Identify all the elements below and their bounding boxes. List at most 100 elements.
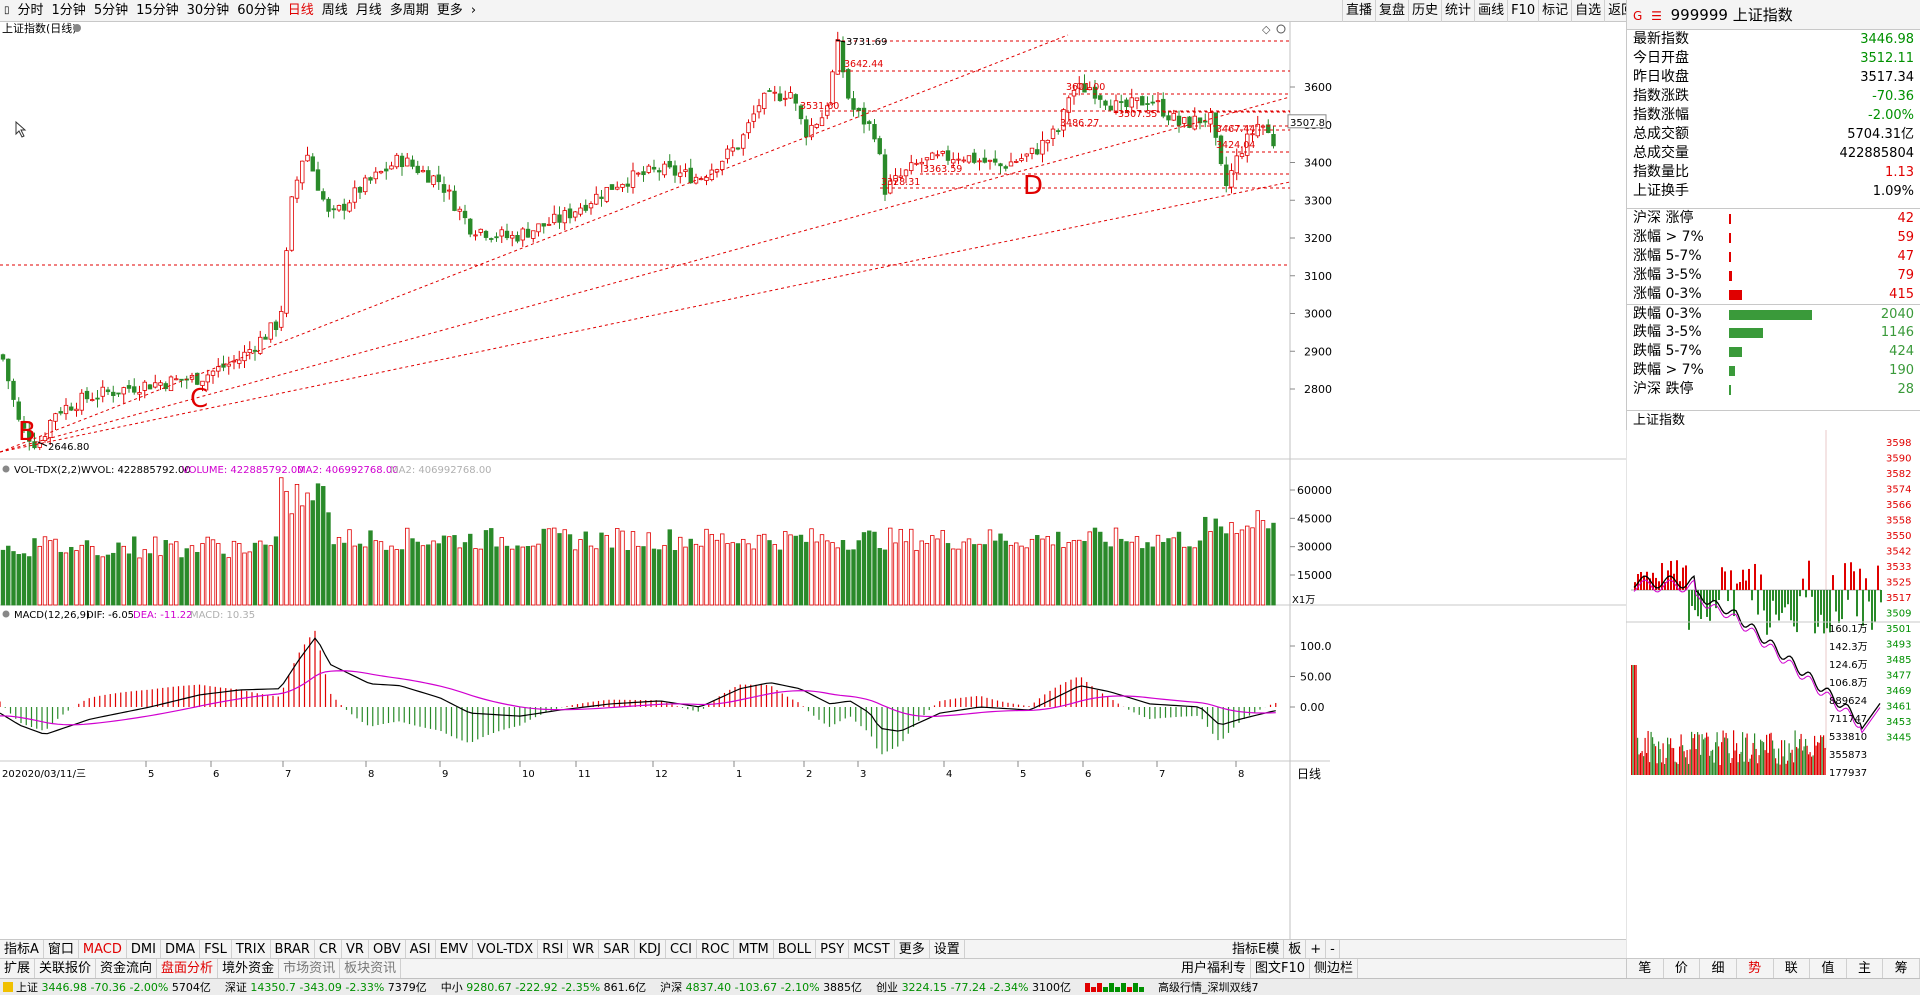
- right-panel-tab[interactable]: 主: [1847, 959, 1884, 978]
- function-tab[interactable]: 板块资讯: [340, 958, 402, 979]
- indicator-tab[interactable]: MCST: [849, 939, 895, 959]
- panel-menu-icon[interactable]: [2, 610, 10, 618]
- mini-volume-bar: [1821, 736, 1823, 775]
- indicator-tab[interactable]: 指标A: [0, 939, 44, 959]
- toolbar-button[interactable]: 统计: [1441, 0, 1474, 22]
- period-tab[interactable]: 60分钟: [237, 2, 280, 18]
- indicator-tab[interactable]: RSI: [538, 939, 569, 959]
- function-tab[interactable]: 盘面分析: [157, 958, 219, 979]
- period-tab[interactable]: 多周期: [389, 2, 429, 18]
- period-tab[interactable]: 30分钟: [186, 2, 230, 18]
- function-tab[interactable]: 市场资讯: [279, 958, 341, 979]
- function-tab[interactable]: 侧边栏: [1310, 959, 1359, 979]
- toolbar-button[interactable]: 直播: [1342, 0, 1375, 22]
- indicator-tab[interactable]: BOLL: [774, 939, 817, 959]
- toolbar-button[interactable]: 复盘: [1375, 0, 1408, 22]
- function-tab[interactable]: 图文F10: [1251, 959, 1311, 979]
- info-icon[interactable]: [1276, 24, 1286, 34]
- period-tab[interactable]: 月线: [355, 2, 382, 18]
- indicator-tab[interactable]: CR: [315, 939, 343, 959]
- intraday-mini-chart[interactable]: 3598 3590 3582 3574 3566 3558 3550 3542 3533 3525…: [1626, 430, 1920, 958]
- status-index[interactable]: 上证 3446.98 -70.36 -2.00% 5704亿: [16, 979, 211, 996]
- trend-line[interactable]: [0, 181, 1291, 453]
- indicator-tab[interactable]: -: [1326, 940, 1340, 959]
- indicator-tab[interactable]: VR: [342, 939, 369, 959]
- indicator-tab[interactable]: MACD: [79, 939, 127, 959]
- status-index[interactable]: 创业 3224.15 -77.24 -2.34% 3100亿: [876, 979, 1071, 996]
- indicator-tab[interactable]: KDJ: [635, 939, 667, 959]
- candle-body: [667, 160, 672, 168]
- period-tab[interactable]: 5分钟: [93, 2, 129, 18]
- period-tab[interactable]: 分时: [17, 2, 44, 18]
- toolbar-button[interactable]: 历史: [1408, 0, 1441, 22]
- status-icon[interactable]: [3, 982, 13, 992]
- period-label[interactable]: 日线: [1297, 767, 1321, 781]
- mini-price-label: 3590: [1886, 454, 1911, 465]
- indicator-tab[interactable]: 指标E模: [1228, 940, 1285, 959]
- annotation-label[interactable]: D: [1023, 171, 1043, 201]
- annotation-label[interactable]: B: [18, 417, 36, 447]
- status-index-change: -70.36: [90, 980, 126, 994]
- right-panel-tab[interactable]: 值: [1810, 959, 1847, 978]
- chart-menu-icon[interactable]: [73, 24, 81, 32]
- indicator-tab[interactable]: DMI: [127, 939, 161, 959]
- mini-volume-bar: [1641, 751, 1643, 775]
- candle-body: [231, 360, 237, 363]
- status-index[interactable]: 深证 14350.7 -343.09 -2.33% 7379亿: [225, 979, 427, 996]
- panel-menu-icon[interactable]: [2, 465, 10, 473]
- period-tab[interactable]: 更多: [436, 2, 463, 18]
- indicator-tab[interactable]: OBV: [369, 939, 406, 959]
- indicator-tab[interactable]: DMA: [161, 939, 201, 959]
- right-panel-tab[interactable]: 细: [1700, 959, 1737, 978]
- kline-chart[interactable]: 上证指数(日线)36003500340033003200310030002900…: [0, 22, 1626, 939]
- indicator-tab[interactable]: EMV: [436, 939, 473, 959]
- status-news[interactable]: 高级行情_深圳双线7: [1157, 980, 1259, 994]
- menu-icon[interactable]: ☰: [1651, 9, 1662, 23]
- trend-line[interactable]: [0, 96, 1291, 453]
- volume-bar: [531, 545, 536, 606]
- indicator-tab[interactable]: SAR: [599, 939, 635, 959]
- chevron-right-icon[interactable]: ›: [470, 2, 477, 18]
- indicator-tab[interactable]: ASI: [406, 939, 436, 959]
- right-panel-tab[interactable]: 价: [1664, 959, 1701, 978]
- indicator-tab[interactable]: 窗口: [44, 939, 79, 959]
- period-tab[interactable]: 15分钟: [136, 2, 179, 18]
- period-tab[interactable]: 日线: [287, 2, 314, 18]
- right-panel-tab[interactable]: 势: [1737, 959, 1774, 978]
- diamond-icon[interactable]: ◇: [1262, 23, 1271, 36]
- function-tab[interactable]: 关联报价: [35, 958, 97, 979]
- indicator-tab[interactable]: BRAR: [271, 939, 315, 959]
- indicator-tab[interactable]: 设置: [930, 939, 965, 959]
- volume-bar: [620, 530, 625, 606]
- indicator-tab[interactable]: CCI: [666, 939, 698, 959]
- right-panel-tab[interactable]: 联: [1774, 959, 1811, 978]
- toolbar-button[interactable]: 画线: [1474, 0, 1507, 22]
- toolbar-button[interactable]: F10: [1507, 0, 1538, 22]
- indicator-tab[interactable]: +: [1306, 940, 1327, 959]
- indicator-tab[interactable]: PSY: [816, 939, 850, 959]
- indicator-tab[interactable]: MTM: [734, 939, 774, 959]
- toolbar-button[interactable]: 标记: [1538, 0, 1571, 22]
- toolbar-toggle-icon[interactable]: ▯: [4, 4, 10, 16]
- indicator-tab[interactable]: FSL: [200, 939, 232, 959]
- status-index[interactable]: 中小 9280.67 -222.92 -2.35% 861.6亿: [441, 979, 646, 996]
- period-tab[interactable]: 1分钟: [51, 2, 86, 18]
- function-tab[interactable]: 用户福利专: [1177, 959, 1252, 979]
- indicator-tab[interactable]: 更多: [895, 939, 930, 959]
- annotation-label[interactable]: C: [190, 384, 208, 414]
- indicator-tab[interactable]: WR: [568, 939, 600, 959]
- indicator-tab[interactable]: 板: [1284, 940, 1307, 959]
- candle-body: [720, 160, 725, 170]
- trend-line[interactable]: [0, 34, 1069, 453]
- indicator-tab[interactable]: TRIX: [232, 939, 271, 959]
- toolbar-button[interactable]: 自选: [1571, 0, 1604, 22]
- right-panel-tab[interactable]: 筹: [1883, 959, 1920, 978]
- status-index[interactable]: 沪深 4837.40 -103.67 -2.10% 3885亿: [660, 979, 862, 996]
- indicator-tab[interactable]: VOL-TDX: [473, 939, 539, 959]
- function-tab[interactable]: 境外资金: [218, 958, 280, 979]
- right-panel-tab[interactable]: 笔: [1627, 959, 1664, 978]
- indicator-tab[interactable]: ROC: [697, 939, 735, 959]
- function-tab[interactable]: 资金流向: [96, 958, 158, 979]
- period-tab[interactable]: 周线: [321, 2, 348, 18]
- function-tab[interactable]: 扩展: [0, 958, 36, 979]
